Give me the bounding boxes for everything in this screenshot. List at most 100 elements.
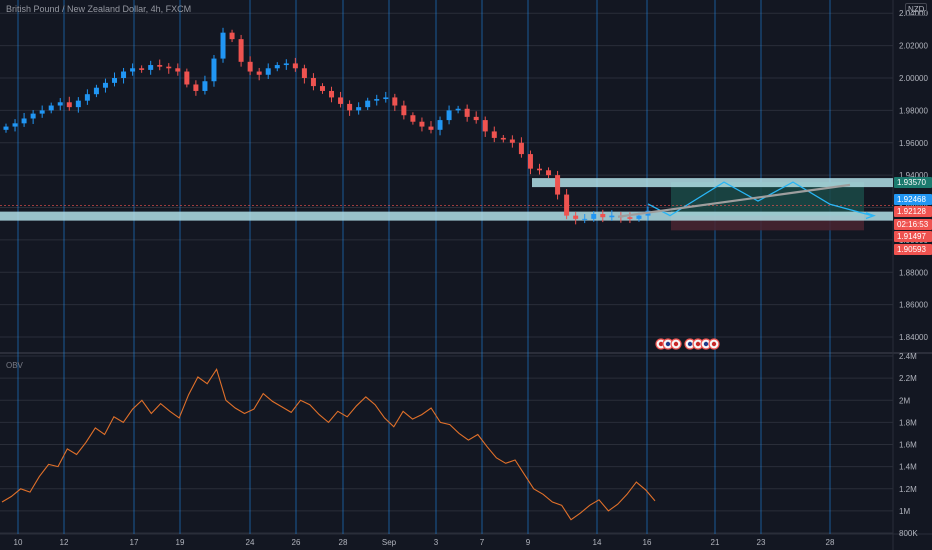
obv-y-tick-label: 1.4M	[899, 463, 917, 472]
obv-y-tick-label: 1M	[899, 507, 910, 516]
x-tick-label: 3	[434, 538, 439, 547]
candle-body	[410, 115, 416, 122]
candle-body	[247, 61, 253, 72]
candle-body	[292, 63, 298, 69]
candle	[229, 29, 235, 43]
price-label-text: 1.91497	[897, 232, 926, 241]
candle-body	[527, 154, 533, 169]
candle-body	[157, 65, 163, 67]
candle	[93, 84, 99, 98]
candle-body	[509, 139, 515, 143]
candle-body	[609, 215, 615, 218]
candle	[383, 91, 389, 103]
candle-body	[446, 110, 452, 121]
candle	[48, 102, 54, 114]
candle	[265, 63, 271, 79]
candle	[57, 98, 63, 111]
candle-body	[148, 65, 154, 70]
price-label-down: 1.91497	[894, 231, 932, 242]
chart-title: British Pound / New Zealand Dollar, 4h, …	[6, 4, 192, 14]
candle-body	[301, 68, 307, 78]
price-label-bg	[894, 219, 932, 230]
price-label-bg	[894, 206, 932, 217]
x-tick-label: 9	[526, 538, 531, 547]
event-flag-icon	[670, 338, 682, 350]
candle	[139, 65, 145, 73]
candle	[347, 100, 353, 116]
support-zone	[0, 211, 893, 221]
candle	[39, 105, 45, 118]
candle	[166, 63, 172, 74]
candle-body	[464, 108, 470, 117]
pattern-drawings[interactable]	[617, 181, 876, 220]
candle	[509, 135, 515, 148]
price-label-text: 1.90593	[897, 245, 926, 254]
y-tick-label: 1.84000	[899, 333, 928, 342]
candle	[555, 170, 561, 200]
candle	[238, 34, 244, 67]
candle-body	[392, 97, 398, 106]
candle	[301, 64, 307, 84]
economic-event-icons[interactable]	[655, 338, 720, 350]
event-flag-icon	[662, 338, 674, 350]
event-flag-dot	[658, 341, 664, 347]
price-label-text: 1.92468	[897, 195, 926, 204]
candle	[319, 83, 325, 94]
candle	[130, 63, 136, 76]
candle	[30, 110, 36, 124]
candle	[491, 126, 497, 143]
candle-body	[374, 99, 380, 101]
support-resistance-zones[interactable]	[0, 178, 893, 221]
candle	[256, 67, 262, 81]
candle	[274, 62, 280, 72]
x-tick-label: 28	[339, 538, 348, 547]
candle-body	[21, 118, 27, 124]
candle	[518, 137, 524, 158]
candle-body	[518, 142, 524, 155]
currency-badge[interactable]: NZD	[905, 3, 928, 16]
candle	[374, 94, 380, 106]
candle-body	[3, 126, 9, 130]
candle	[184, 68, 190, 88]
axes: 10 12 17 19 24 26 28 Sep 3 7 9 14 16 21 23 28 2.04000 2.0…	[14, 9, 932, 547]
candle-body	[30, 113, 36, 119]
candle-body	[48, 105, 54, 111]
candle	[401, 100, 407, 120]
candle-body	[419, 121, 425, 127]
candle	[419, 117, 425, 132]
candle-body	[564, 194, 570, 216]
candle-body	[329, 90, 335, 98]
candle	[21, 112, 27, 127]
candle-body	[600, 214, 606, 218]
candle-body	[238, 39, 244, 62]
candle-body	[473, 116, 479, 121]
candle	[455, 105, 461, 114]
candle-body	[75, 100, 81, 108]
candle-body	[347, 103, 353, 111]
candle	[482, 116, 488, 137]
price-label-bg	[894, 244, 932, 255]
price-label-text: 02:16:53	[897, 220, 929, 229]
candle-body	[274, 65, 280, 69]
candle-body	[130, 68, 136, 72]
candle	[546, 167, 552, 179]
candle	[66, 96, 72, 111]
obv-series-line	[1, 368, 656, 521]
candle-body	[166, 66, 172, 69]
candle	[464, 104, 470, 122]
x-tick-label: 12	[60, 538, 69, 547]
candle-body	[112, 78, 118, 83]
x-tick-label: 10	[14, 538, 23, 547]
price-label-zone: 1.93570	[894, 177, 932, 188]
x-tick-label: 24	[246, 538, 255, 547]
x-tick-label: 16	[643, 538, 652, 547]
candle-body	[283, 63, 289, 66]
time-marker-lines	[17, 0, 831, 534]
candle	[410, 112, 416, 125]
candle-body	[265, 68, 271, 75]
obv-y-tick-label: 2M	[899, 396, 910, 405]
candle	[437, 116, 443, 136]
obv-indicator-label[interactable]: OBV	[6, 361, 23, 370]
